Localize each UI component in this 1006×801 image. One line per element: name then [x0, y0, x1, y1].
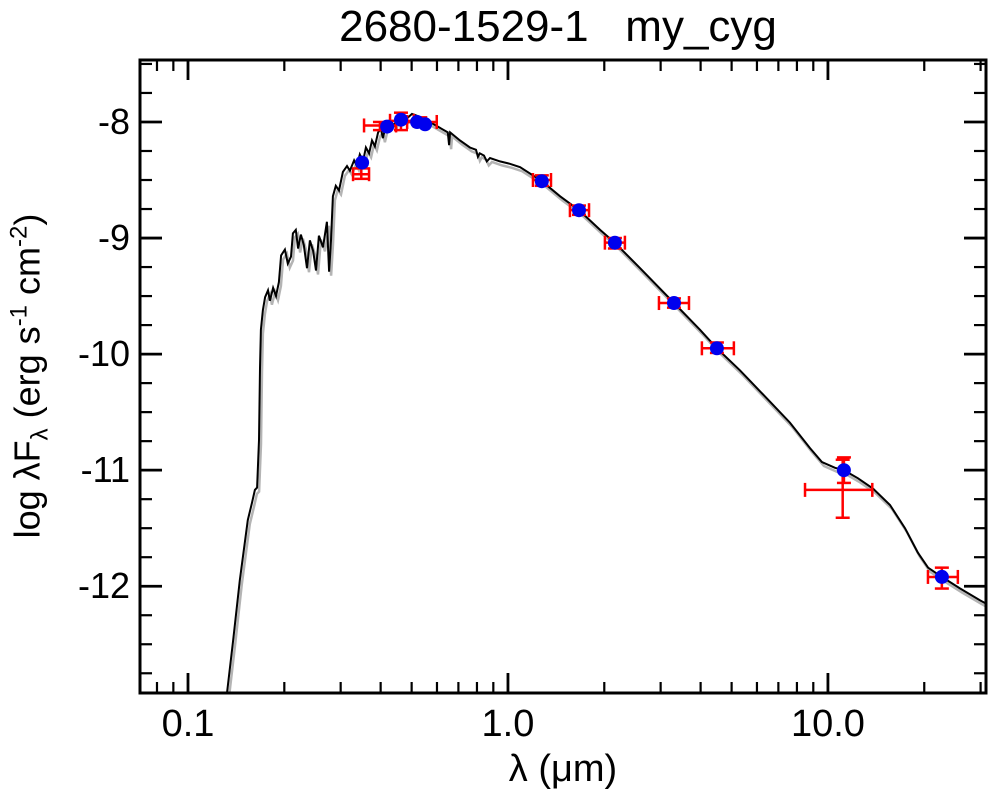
x-axis-label: λ (μm) — [508, 748, 618, 790]
photometry-point — [607, 235, 622, 250]
y-tick-label--10: -10 — [77, 333, 130, 375]
ylabel-superscript-cm: -2 — [5, 225, 33, 247]
photometry-point — [709, 341, 724, 356]
photometry-point — [394, 112, 408, 127]
y-axis-label: log λFλ (erg s-1 cm-2) — [5, 213, 54, 539]
photometry-point — [418, 117, 433, 132]
y-tick-label--9: -9 — [97, 217, 130, 259]
ylabel-subscript-lambda: λ — [26, 428, 54, 441]
y-tick-label--11: -11 — [80, 449, 130, 491]
photometry-points — [355, 112, 949, 584]
model-spectrum-curve — [226, 112, 986, 693]
plot-frame — [138, 58, 988, 695]
photometry-point — [355, 155, 370, 170]
axis-ticks — [140, 60, 986, 693]
ylabel-superscript-s: -1 — [5, 304, 33, 327]
photometry-point — [572, 203, 586, 218]
chart-title: 2680-1529-1 my_cyg — [339, 2, 777, 51]
photometry-point — [534, 174, 549, 189]
photometry-point — [934, 569, 949, 584]
photometry-error-bars — [351, 111, 960, 590]
photometry-point — [380, 119, 395, 134]
y-tick-label--12: -12 — [77, 565, 130, 607]
y-tick-label--8: -8 — [97, 100, 130, 142]
x-tick-label-0.1: 0.1 — [161, 703, 215, 745]
x-tick-label-10.0: 10.0 — [790, 703, 865, 745]
photometry-point — [667, 296, 681, 310]
photometry-point — [836, 463, 851, 478]
x-tick-label-1.0: 1.0 — [481, 703, 535, 745]
model-spectrum-shadow — [228, 116, 986, 693]
